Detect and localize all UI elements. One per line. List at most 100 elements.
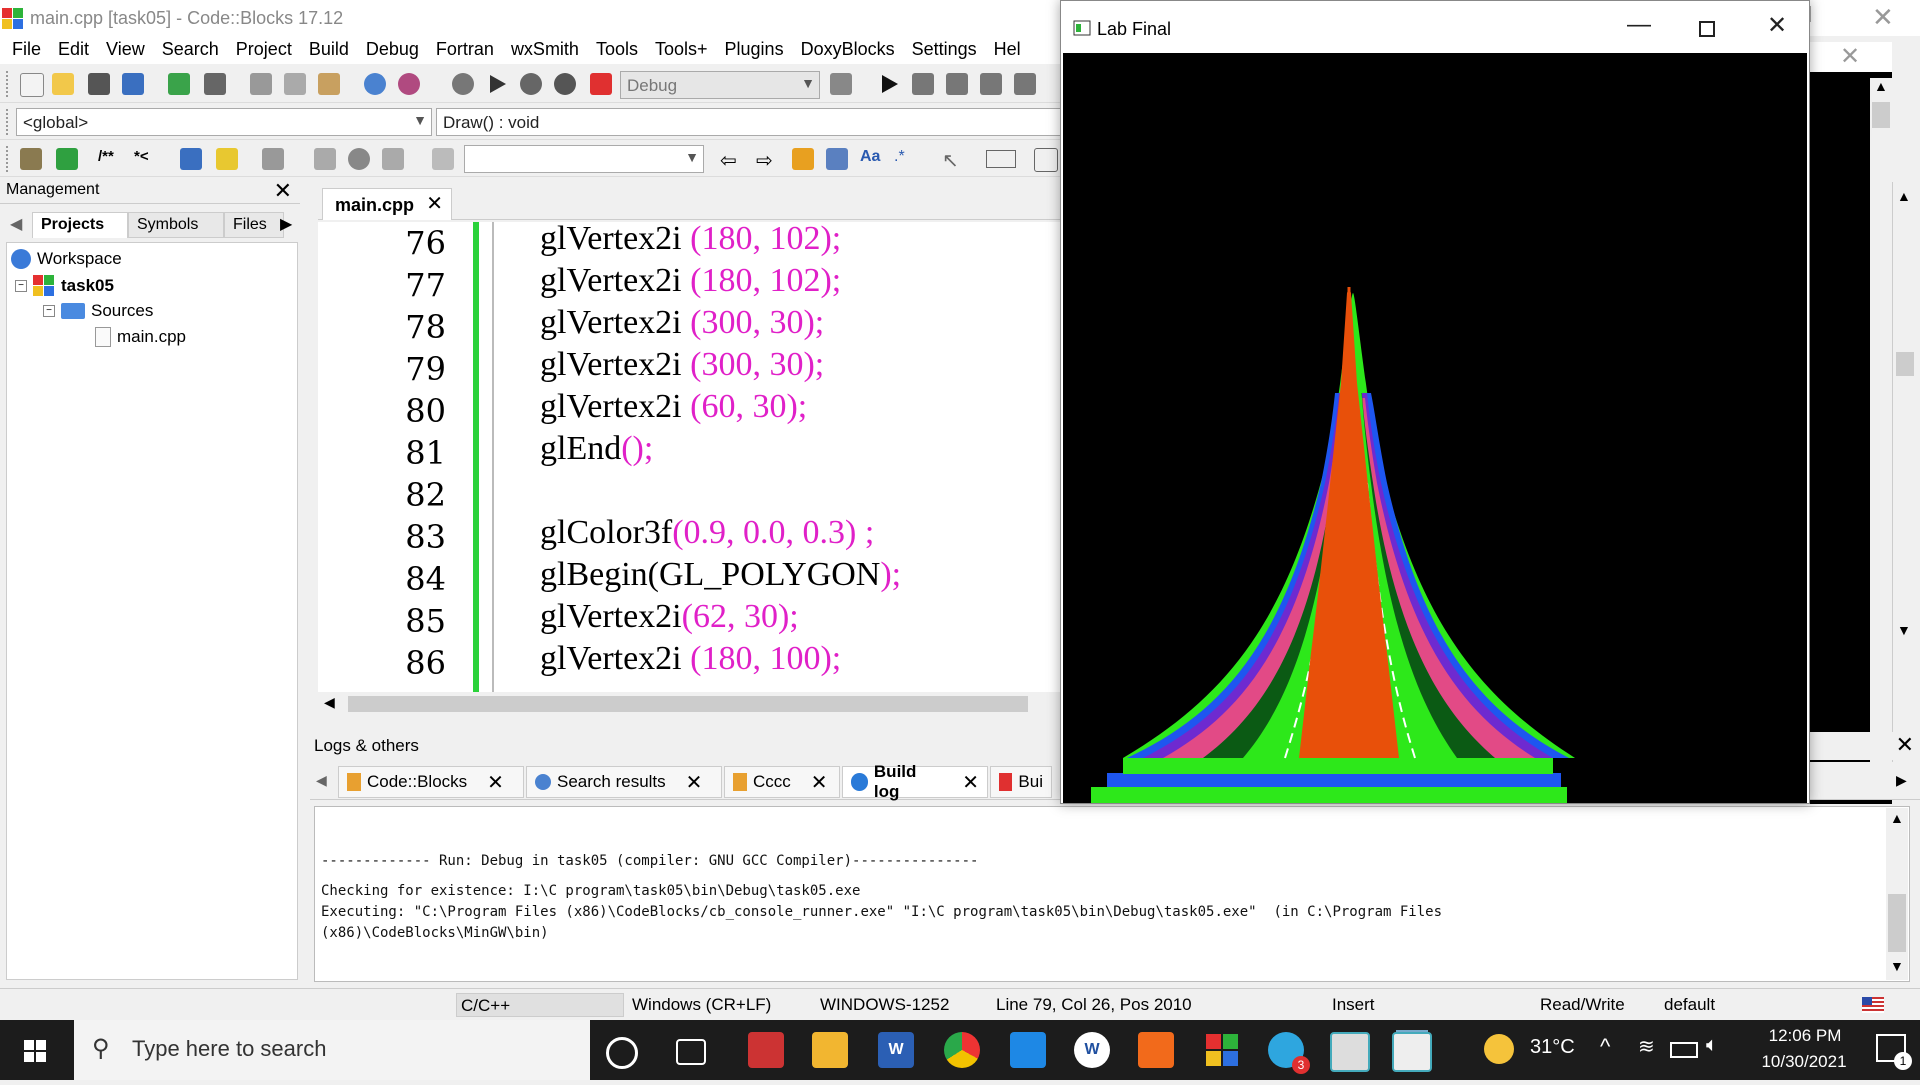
flag-icon[interactable] <box>1862 997 1884 1013</box>
clock-time[interactable]: 12:06 PM <box>1768 1026 1842 1045</box>
opengl-canvas[interactable] <box>1063 53 1807 803</box>
rectangle-icon[interactable] <box>986 150 1016 168</box>
build-options-icon[interactable] <box>830 73 852 95</box>
build-log-output[interactable]: ------------- Run: Debug in task05 (comp… <box>314 806 1910 982</box>
menu-help[interactable]: Hel <box>993 39 1021 59</box>
taskbar-search-box[interactable]: ⚲ Type here to search <box>74 1020 590 1080</box>
menu-settings[interactable]: Settings <box>911 39 977 59</box>
menu-doxyblocks[interactable]: DoxyBlocks <box>800 39 895 59</box>
build-and-run-icon[interactable] <box>520 73 542 95</box>
chrome-icon[interactable] <box>944 1032 980 1068</box>
temperature[interactable]: 31°C <box>1530 1036 1575 1058</box>
paste-icon[interactable] <box>318 73 340 95</box>
close-icon[interactable]: ✕ <box>1767 12 1788 39</box>
collapse-icon[interactable]: − <box>15 280 27 292</box>
help-icon[interactable] <box>216 148 238 170</box>
open-file-icon[interactable] <box>52 73 74 95</box>
close-icon[interactable]: ✕ <box>1872 2 1894 32</box>
doxy-wizard-icon[interactable] <box>180 148 202 170</box>
abort-icon[interactable] <box>590 73 612 95</box>
scrollbar-thumb[interactable] <box>348 696 1028 712</box>
bookmark-toggle-icon[interactable] <box>348 148 370 170</box>
cut-icon[interactable] <box>250 73 272 95</box>
toolbar-grip[interactable] <box>6 71 12 97</box>
jump-icon[interactable] <box>20 148 42 170</box>
step-out-icon[interactable] <box>1014 73 1036 95</box>
highlight-icon[interactable] <box>792 148 814 170</box>
tree-folder-sources[interactable]: − Sources <box>43 301 153 321</box>
word-icon[interactable]: W <box>878 1032 914 1068</box>
chevron-left-icon[interactable]: ◀ <box>316 772 327 788</box>
select-block-icon[interactable] <box>826 148 848 170</box>
tree-workspace[interactable]: Workspace <box>11 249 122 269</box>
chevron-up-icon[interactable]: ▲ <box>1890 810 1904 826</box>
regex-icon[interactable]: .* <box>894 148 905 165</box>
rebuild-icon[interactable] <box>554 73 576 95</box>
tab-symbols[interactable]: Symbols <box>128 212 224 238</box>
editor-horizontal-scrollbar[interactable]: ◀ <box>318 692 1060 716</box>
tree-project[interactable]: − task05 <box>15 275 114 297</box>
writer-app-icon[interactable]: W <box>1074 1032 1110 1068</box>
scrollbar-thumb[interactable] <box>1872 102 1890 128</box>
tab-build-log[interactable]: Build log ✕ <box>842 762 988 801</box>
arrow-left-icon[interactable]: ⇦ <box>720 150 737 172</box>
menu-file[interactable]: File <box>12 39 42 59</box>
close-icon[interactable]: ✕ <box>685 771 703 794</box>
lab-final-taskbar-icon[interactable] <box>1392 1032 1432 1072</box>
chevron-left-icon[interactable]: ◀ <box>10 216 23 233</box>
function-select[interactable]: Draw() : void <box>436 108 1060 136</box>
weather-icon[interactable] <box>1484 1034 1514 1064</box>
cortana-icon[interactable] <box>606 1037 638 1069</box>
menu-plugins[interactable]: Plugins <box>724 39 784 59</box>
menu-wxsmith[interactable]: wxSmith <box>510 39 579 59</box>
close-icon[interactable]: ✕ <box>810 771 828 794</box>
close-icon[interactable]: ✕ <box>1840 43 1861 70</box>
debug-run-icon[interactable] <box>878 73 900 95</box>
maximize-icon[interactable] <box>1699 21 1715 37</box>
file-explorer-icon[interactable] <box>812 1032 848 1068</box>
tab-cccc[interactable]: Cccc ✕ <box>724 766 840 798</box>
find-icon[interactable] <box>364 73 386 95</box>
chevron-up-icon[interactable]: ▲ <box>1897 188 1911 204</box>
close-icon[interactable]: ✕ <box>1895 732 1914 757</box>
step-into-icon[interactable] <box>980 73 1002 95</box>
run-icon[interactable] <box>486 73 508 95</box>
chevron-left-icon[interactable]: ◀ <box>324 694 335 710</box>
menu-search[interactable]: Search <box>161 39 219 59</box>
new-file-icon[interactable] <box>20 73 44 97</box>
redo-icon[interactable] <box>204 73 226 95</box>
code-editor[interactable]: 76 77 78 79 80 81 82 83 84 85 86 glVertex2i (180, … <box>318 220 1060 692</box>
editor-vertical-scrollbar[interactable]: ▲ ▼ <box>1892 182 1916 782</box>
close-icon[interactable]: ✕ <box>426 193 443 215</box>
chevron-up-icon[interactable]: ^ <box>1600 1034 1611 1059</box>
toolbar-grip[interactable] <box>6 146 12 172</box>
cursor-icon[interactable]: ↖ <box>942 150 959 172</box>
chevron-right-icon[interactable]: ▶ <box>1896 772 1907 788</box>
build-target-select[interactable]: Debug ▼ <box>620 71 820 99</box>
chevron-down-icon[interactable]: ▼ <box>1897 622 1911 638</box>
menu-project[interactable]: Project <box>235 39 292 59</box>
match-case-icon[interactable]: Aa <box>860 148 881 165</box>
paint-app-icon[interactable] <box>748 1032 784 1068</box>
task-view-icon[interactable] <box>676 1039 706 1065</box>
tab-build-messages[interactable]: Bui <box>990 766 1052 798</box>
toolbar-grip[interactable] <box>6 109 12 135</box>
tab-codeblocks-log[interactable]: Code::Blocks ✕ <box>338 766 524 798</box>
search-combo[interactable]: ▼ <box>464 145 704 173</box>
console-scrollbar[interactable]: ▲ ▼ <box>1870 78 1892 792</box>
close-icon[interactable]: ✕ <box>962 771 979 794</box>
tab-search-results[interactable]: Search results ✕ <box>526 766 722 798</box>
volume-icon[interactable]: 🔈︎ <box>1706 1034 1718 1056</box>
close-icon[interactable]: ✕ <box>487 771 504 794</box>
battery-icon[interactable] <box>1670 1042 1698 1058</box>
menu-build[interactable]: Build <box>308 39 349 59</box>
menu-view[interactable]: View <box>106 39 145 59</box>
menu-fortran[interactable]: Fortran <box>435 39 494 59</box>
log-vertical-scrollbar[interactable]: ▲ ▼ <box>1886 808 1908 980</box>
scrollbar-thumb[interactable] <box>1888 894 1906 952</box>
run-to-cursor-icon[interactable] <box>912 73 934 95</box>
scope-select[interactable]: <global> ▼ <box>16 108 432 136</box>
wifi-icon[interactable]: ≋ <box>1638 1036 1655 1058</box>
minimize-icon[interactable]: — <box>1627 11 1651 38</box>
replace-icon[interactable] <box>398 73 420 95</box>
